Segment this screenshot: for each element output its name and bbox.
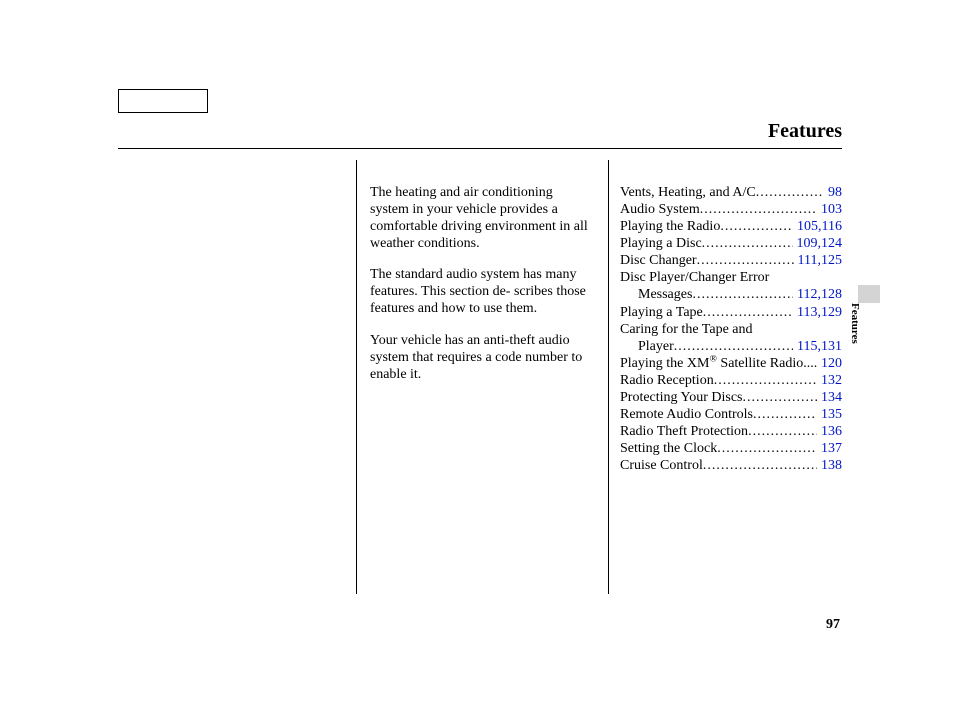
toc-entry: Audio System 103 xyxy=(620,201,842,218)
toc-leader xyxy=(703,304,793,321)
page-number: 97 xyxy=(826,617,840,633)
toc-pages: 137 xyxy=(817,440,842,457)
toc-leader xyxy=(703,457,817,474)
toc-leader xyxy=(748,423,817,440)
toc-pages: 109,124 xyxy=(793,235,843,252)
toc-page-link[interactable]: 131 xyxy=(821,339,842,354)
toc-leader xyxy=(692,286,793,303)
toc-label: Playing a Disc xyxy=(620,235,702,252)
toc-label: Remote Audio Controls xyxy=(620,406,753,423)
toc-entry: Caring for the Tape and xyxy=(620,321,842,338)
toc-leader xyxy=(717,440,817,457)
toc-page-link[interactable]: 113 xyxy=(797,305,817,320)
toc-pages: 120 xyxy=(817,355,842,372)
toc-label: Disc Player/Changer Error xyxy=(620,269,769,286)
toc-entry: Playing the Radio 105,116 xyxy=(620,218,842,235)
toc-label: Player xyxy=(620,338,674,355)
title-rule xyxy=(118,148,842,149)
toc-label: Messages xyxy=(620,286,692,303)
toc-pages: 132 xyxy=(817,372,842,389)
toc-page-link[interactable]: 135 xyxy=(821,407,842,422)
toc-page-link[interactable]: 132 xyxy=(821,373,842,388)
toc-label: Cruise Control xyxy=(620,457,703,474)
toc-entry: Playing a Disc 109,124 xyxy=(620,235,842,252)
toc-leader xyxy=(743,389,817,406)
toc-pages: 105,116 xyxy=(793,218,842,235)
toc-entry: Playing the XM® Satellite Radio 120 xyxy=(620,355,842,372)
toc-pages: 138 xyxy=(817,457,842,474)
body-paragraph: The standard audio system has many featu… xyxy=(370,266,595,317)
toc-label: Playing a Tape xyxy=(620,304,703,321)
toc-label: Disc Changer xyxy=(620,252,697,269)
toc-page-link[interactable]: 111 xyxy=(798,253,818,268)
toc-page-link[interactable]: 137 xyxy=(821,441,842,456)
toc-entry: Radio Theft Protection 136 xyxy=(620,423,842,440)
toc-page-link[interactable]: 98 xyxy=(828,185,842,200)
toc-pages: 134 xyxy=(817,389,842,406)
toc-entry: Protecting Your Discs 134 xyxy=(620,389,842,406)
toc-label: Playing the XM® Satellite Radio xyxy=(620,355,803,372)
table-of-contents: Vents, Heating, and A/C 98Audio System 1… xyxy=(620,184,842,474)
body-paragraph: The heating and air conditioning system … xyxy=(370,184,595,252)
toc-pages: 111,125 xyxy=(794,252,842,269)
toc-page-link[interactable]: 129 xyxy=(821,305,842,320)
toc-label: Radio Reception xyxy=(620,372,714,389)
toc-label: Vents, Heating, and A/C xyxy=(620,184,756,201)
toc-label: Playing the Radio xyxy=(620,218,720,235)
toc-entry: Player 115,131 xyxy=(620,338,842,355)
column-divider-left xyxy=(356,160,357,594)
toc-label: Audio System xyxy=(620,201,700,218)
toc-label: Radio Theft Protection xyxy=(620,423,748,440)
toc-leader xyxy=(714,372,817,389)
toc-leader xyxy=(753,406,817,423)
toc-page-link[interactable]: 138 xyxy=(821,458,842,473)
toc-page-link[interactable]: 128 xyxy=(821,287,842,302)
toc-entry: Disc Player/Changer Error xyxy=(620,269,842,286)
toc-page-link[interactable]: 105 xyxy=(797,219,818,234)
page-title: Features xyxy=(768,120,842,143)
toc-page-link[interactable]: 120 xyxy=(821,356,842,371)
toc-page-link[interactable]: 116 xyxy=(822,219,842,234)
toc-entry: Vents, Heating, and A/C 98 xyxy=(620,184,842,201)
toc-leader xyxy=(720,218,793,235)
toc-entry: Messages 112,128 xyxy=(620,286,842,303)
toc-pages: 135 xyxy=(817,406,842,423)
body-text-column: The heating and air conditioning system … xyxy=(370,184,595,397)
toc-leader xyxy=(756,184,824,201)
toc-page-link[interactable]: 134 xyxy=(821,390,842,405)
toc-leader xyxy=(697,252,794,269)
toc-entry: Setting the Clock 137 xyxy=(620,440,842,457)
toc-page-link[interactable]: 103 xyxy=(821,202,842,217)
toc-pages: 136 xyxy=(817,423,842,440)
toc-label: Protecting Your Discs xyxy=(620,389,743,406)
column-divider-mid xyxy=(608,160,609,594)
toc-leader xyxy=(803,355,817,372)
toc-entry: Disc Changer 111,125 xyxy=(620,252,842,269)
toc-page-link[interactable]: 125 xyxy=(821,253,842,268)
toc-label: Caring for the Tape and xyxy=(620,321,753,338)
toc-entry: Playing a Tape 113,129 xyxy=(620,304,842,321)
toc-pages: 103 xyxy=(817,201,842,218)
toc-entry: Remote Audio Controls 135 xyxy=(620,406,842,423)
toc-pages: 115,131 xyxy=(793,338,842,355)
toc-pages: 113,129 xyxy=(793,304,842,321)
body-paragraph: Your vehicle has an anti-theft audio sys… xyxy=(370,332,595,383)
toc-pages: 98 xyxy=(824,184,842,201)
toc-page-link[interactable]: 124 xyxy=(821,236,842,251)
page: Features The heating and air conditionin… xyxy=(0,0,954,710)
toc-page-link[interactable]: 136 xyxy=(821,424,842,439)
toc-pages: 112,128 xyxy=(793,286,842,303)
toc-page-link[interactable]: 112 xyxy=(797,287,817,302)
toc-page-link[interactable]: 109 xyxy=(797,236,818,251)
side-tab-label: Features xyxy=(849,303,861,344)
toc-leader xyxy=(674,338,793,355)
toc-leader xyxy=(700,201,817,218)
toc-page-link[interactable]: 115 xyxy=(797,339,817,354)
toc-leader xyxy=(702,235,793,252)
header-placeholder-box xyxy=(118,89,208,113)
toc-entry: Radio Reception 132 xyxy=(620,372,842,389)
toc-label: Setting the Clock xyxy=(620,440,717,457)
toc-entry: Cruise Control 138 xyxy=(620,457,842,474)
side-tab-highlight xyxy=(858,285,880,303)
